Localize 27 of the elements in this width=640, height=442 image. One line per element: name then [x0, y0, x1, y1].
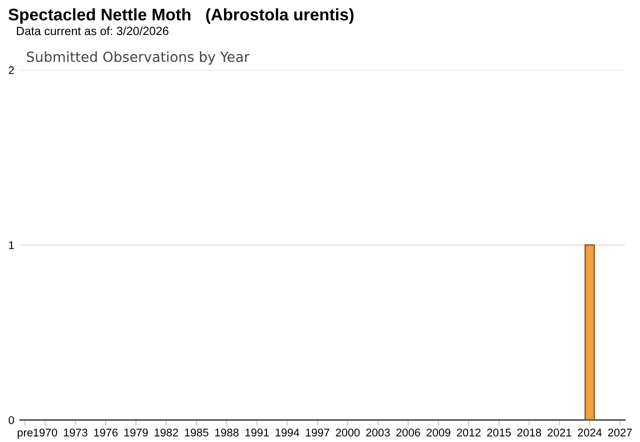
x-tick-label: 2027 [608, 428, 632, 436]
y-tick-label: 2 [8, 66, 14, 74]
x-tick-label: 1994 [276, 428, 300, 436]
x-tick-label: 1988 [215, 428, 239, 436]
x-tick-label: 1979 [124, 428, 148, 436]
y-tick-label: 0 [8, 416, 14, 424]
x-tick-label: 2006 [396, 428, 420, 436]
text: Submitted Observations by Year [26, 51, 250, 65]
x-tick-label: 2009 [426, 428, 450, 436]
x-tick-label: 2012 [456, 428, 481, 436]
x-tick-label: 2015 [487, 428, 511, 436]
chart-subtitle: Data current as of: 3/20/2026 [16, 26, 168, 36]
x-tick-label: 1976 [94, 428, 118, 436]
chart-title: Spectacled Nettle Moth (Abrostola urentis) [8, 8, 354, 24]
x-tick-label: 2024 [578, 428, 602, 436]
x-tick-label: 1985 [184, 428, 208, 436]
x-tick-label: 1982 [154, 428, 178, 436]
y-tick-label: 1 [9, 241, 14, 250]
x-tick-label: 2003 [366, 428, 390, 436]
x-tick-label: 1973 [64, 428, 88, 436]
x-tick-label: 2018 [517, 428, 542, 436]
x-tick-label: 1997 [306, 428, 330, 436]
x-tick-label: 2000 [336, 428, 360, 436]
x-tick-label: pre [18, 430, 33, 439]
x-tick-label: 2021 [548, 428, 572, 436]
x-tick-label: 1991 [245, 428, 269, 436]
x-tick-label: 1970 [34, 428, 58, 436]
